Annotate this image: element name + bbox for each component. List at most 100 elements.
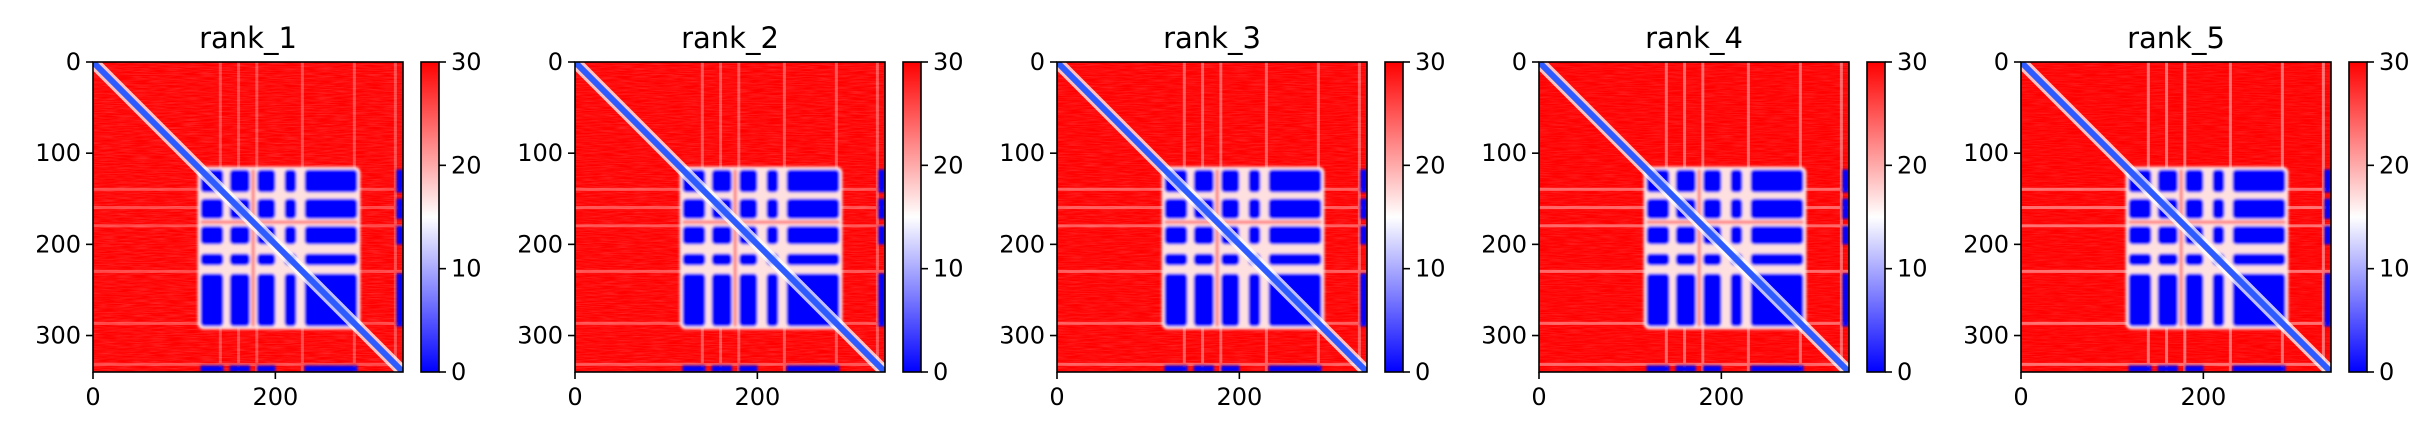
block-cell [1193,253,1214,266]
colorbar: 0 10 20 30 [420,48,482,386]
block-separator [682,220,840,224]
block-cell [786,226,840,245]
block-cell [229,226,250,245]
edge-cell-h [682,365,706,372]
block-cell [2157,273,2178,327]
block-cell [682,273,706,327]
block-cell [1248,198,1261,219]
block-separator [200,220,358,224]
colorbar-tick-label: 20 [2379,151,2410,179]
colorbar-frame [420,61,440,373]
heatmap-panel-4: rank_4 0 100 200 300 0 200 0 10 20 30 [1481,21,1927,411]
block-cell [1703,198,1722,219]
panel-title: rank_5 [2127,21,2225,55]
edge-cell [1842,226,1849,245]
heatmap-edge [1646,169,1849,372]
block-cell [739,198,758,219]
edge-cell-h [1268,365,1322,372]
colorbar-tick-label: 10 [933,255,964,283]
block-cell [1164,253,1188,266]
block-cell [2157,169,2178,193]
block-cell [682,226,706,245]
colorbar-tick-label: 30 [933,48,964,76]
block-cell [786,253,840,266]
block-cell [1164,198,1188,219]
block-separator [1164,220,1322,224]
y-tick-label: 300 [35,322,81,350]
x-tick-label: 0 [85,383,100,411]
x-tick-label: 200 [734,383,780,411]
edge-cell-h [1646,365,1670,372]
block-cell [304,169,358,193]
block-cell [1730,198,1743,219]
x-tick-label: 0 [2013,383,2028,411]
heatmap-image [1057,62,1367,372]
block-cell [1646,198,1670,219]
colorbar-gradient [2349,62,2367,372]
edge-cell-h [200,365,224,372]
block-cell [304,226,358,245]
colorbar-tick-label: 30 [2379,48,2410,76]
x-tick-label: 0 [1531,383,1546,411]
heatmap-col-stripe [2321,62,2325,372]
x-tick-label: 200 [1698,383,1744,411]
block-cell [1221,169,1240,193]
edge-cell [2324,198,2331,219]
axes-frame [574,61,886,373]
block-cell [2212,273,2225,327]
panel-title: rank_3 [1163,21,1261,55]
heatmap-panel-2: rank_2 0 100 200 300 0 200 0 10 20 30 [517,21,963,411]
x-tick-label: 200 [1216,383,1262,411]
block-separator [2128,220,2286,224]
x-tick-label: 200 [252,383,298,411]
edge-cell-h [1164,365,1188,372]
block-cell [284,198,297,219]
block-cell [1646,253,1670,266]
block-cell [711,273,732,327]
colorbar-frame [2348,61,2368,373]
block-cell [1703,169,1722,193]
colorbar-tick-label: 10 [451,255,482,283]
block-cell [766,226,779,245]
edge-cell [2324,273,2331,327]
colorbar-tick-label: 20 [1897,151,1928,179]
block-cell [1164,273,1188,327]
edge-cell [878,198,885,219]
block-cell [1675,273,1696,327]
block-cell [1221,198,1240,219]
edge-cell [396,198,403,219]
edge-cell [1360,226,1367,245]
edge-cell-h [1750,365,1804,372]
block-cell [1675,253,1696,266]
block-cell [2128,226,2152,245]
y-tick-label: 300 [517,322,563,350]
heatmap-col-stripe [1839,62,1843,372]
block-cell [257,273,276,327]
colorbar-tick-label: 20 [451,151,482,179]
block-cell [766,273,779,327]
edge-cell [2324,169,2331,193]
block-separator-v [1215,169,1219,327]
block-cell [1268,226,1322,245]
colorbar: 0 10 20 30 [1866,48,1928,386]
heatmap-edge [1164,169,1367,372]
y-tick-label: 300 [1481,322,1527,350]
heatmap-row-stripe [2021,362,2331,366]
y-tick-label: 200 [1481,230,1527,258]
block-cell [257,253,276,266]
y-tick-label: 300 [999,322,1045,350]
edge-cell-h [2232,365,2286,372]
colorbar-tick-label: 0 [933,358,948,386]
block-cell [1646,226,1670,245]
x-tick-label: 200 [2180,383,2226,411]
colorbar-tick-label: 0 [1415,358,1430,386]
edge-cell [1360,169,1367,193]
block-cell [304,198,358,219]
diagonal-line [1057,62,1367,372]
edge-cell-h [786,365,840,372]
block-cell [284,273,297,327]
panel-title: rank_4 [1645,21,1743,55]
block-cell [2232,169,2286,193]
y-tick-label: 300 [1963,322,2009,350]
